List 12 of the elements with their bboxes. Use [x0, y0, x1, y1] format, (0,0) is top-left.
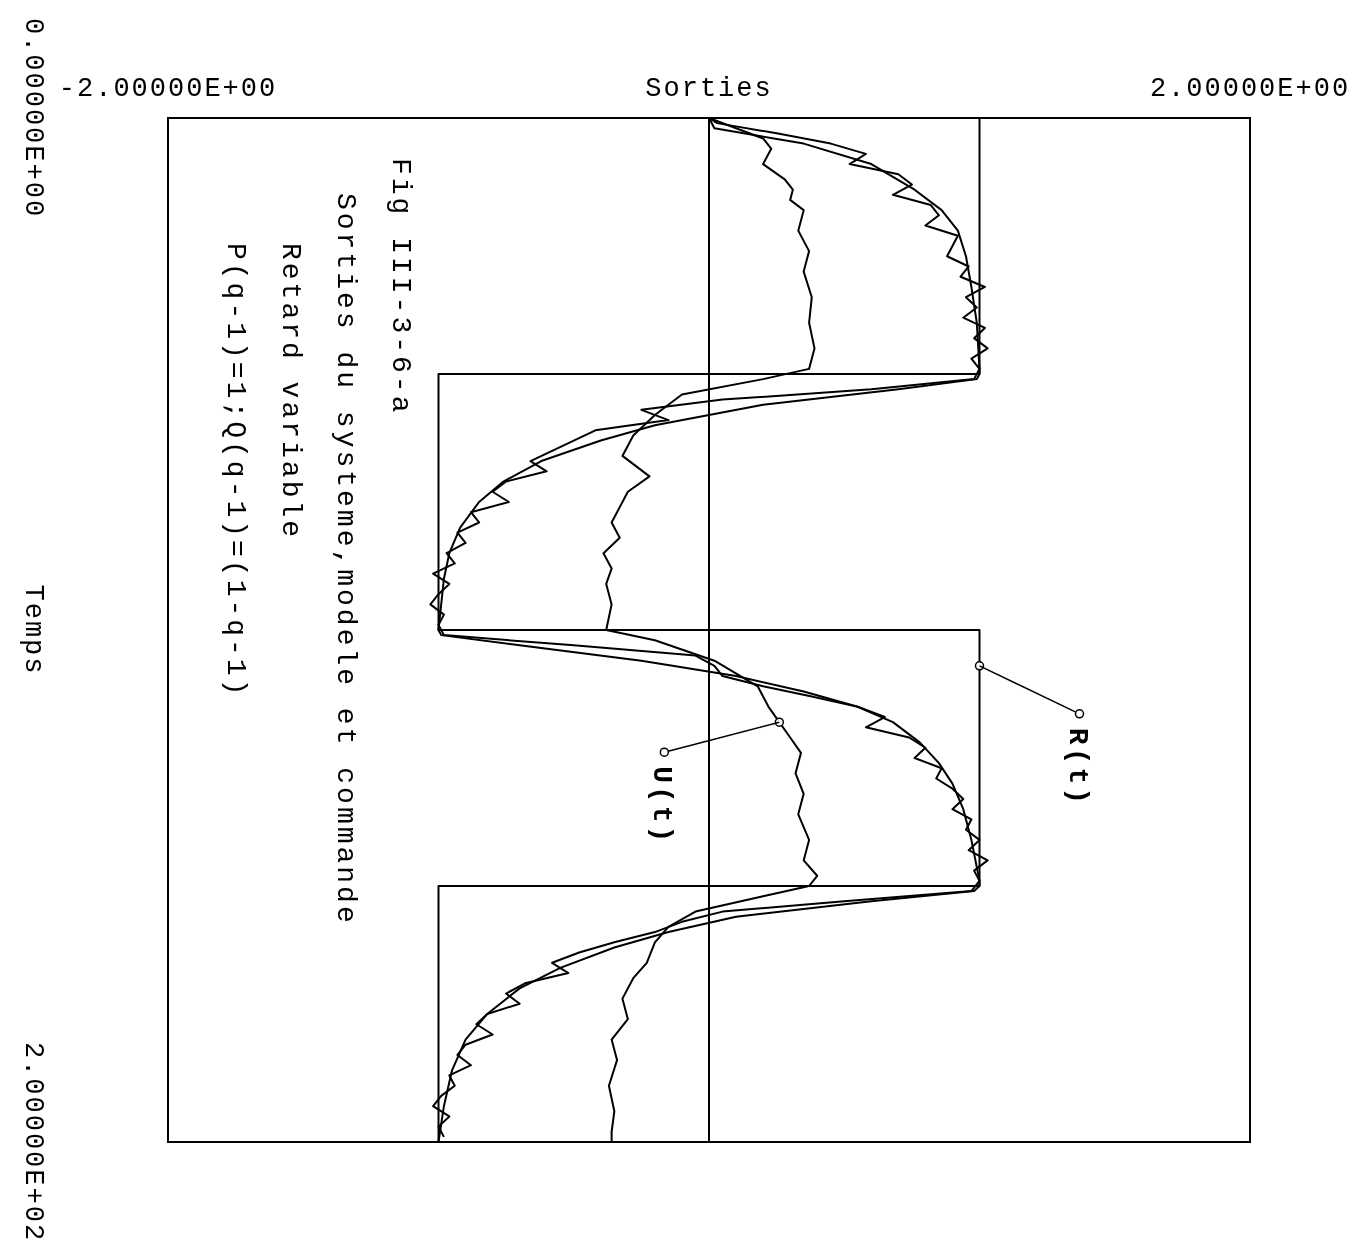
- text: Sorties du systeme,modele et commande: [330, 193, 361, 926]
- x-axis-title: Sorties: [645, 74, 773, 104]
- annotation: P(q-1)=1;Q(q-1)=(1-q-1): [220, 243, 251, 699]
- annotation: Retard variable: [275, 243, 306, 541]
- x-tick-label: -2.00000E+00: [58, 74, 278, 104]
- text: Fig III-3-6-a: [385, 158, 416, 416]
- y-axis-title: Temps: [18, 584, 48, 676]
- annotation: R(t): [1061, 727, 1093, 808]
- annotation: U(t): [646, 766, 678, 846]
- y-tick-label: 0.00000E+00: [18, 17, 48, 219]
- y-tick-label: 2.00000E+02: [18, 1041, 48, 1243]
- x-tick-label: 2.00000E+00: [1149, 74, 1351, 104]
